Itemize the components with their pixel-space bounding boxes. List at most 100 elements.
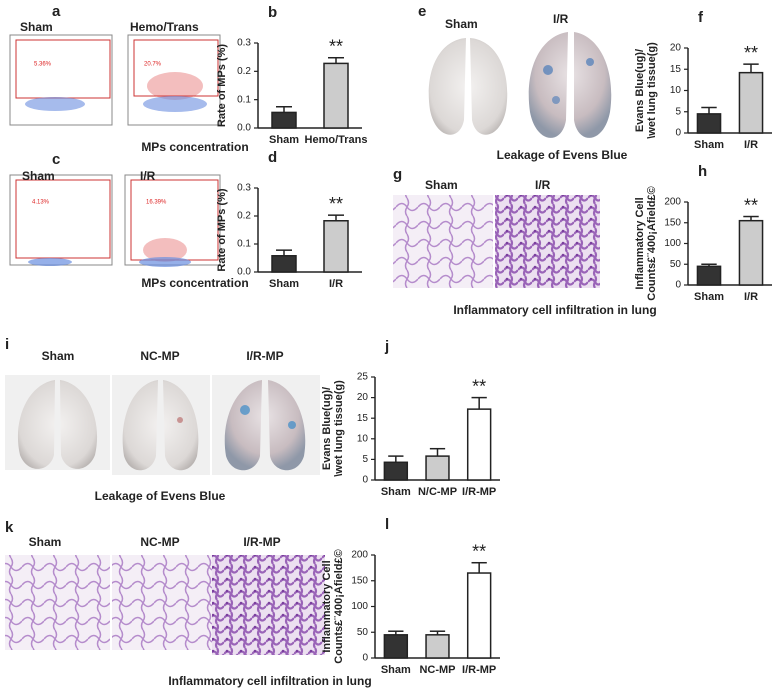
gate-percent: 4.13%	[32, 200, 50, 206]
y-tick-label: 0	[675, 128, 681, 139]
significance-mark: **	[744, 195, 758, 215]
y-tick-label: 25	[357, 372, 369, 383]
panel-label: Hemo/Trans	[130, 20, 199, 34]
panel-letter: h	[698, 163, 707, 180]
panel-label: Sham	[20, 20, 53, 34]
x-tick-label: Hemo/Trans	[305, 134, 368, 146]
y-axis-label: Evans Blue(ug)/	[321, 387, 333, 470]
panel-label: NC-MP	[140, 535, 179, 549]
x-tick-label: Sham	[269, 278, 299, 290]
y-axis-label: Inflammatory Cell	[634, 197, 646, 289]
caption: MPs concentration	[141, 140, 248, 154]
y-tick-label: 0.3	[237, 183, 251, 194]
bar	[466, 408, 492, 481]
panel-label: I/R	[553, 12, 569, 26]
bar	[738, 219, 764, 286]
bar	[425, 455, 450, 481]
y-tick-label: 5	[675, 106, 681, 117]
y-tick-label: 20	[357, 392, 369, 403]
caption: MPs concentration	[141, 276, 248, 290]
images	[5, 25, 620, 655]
x-tick-label: Sham	[694, 291, 724, 303]
y-tick-label: 100	[664, 238, 681, 249]
y-tick-label: 0.1	[237, 94, 251, 105]
x-tick-label: I/R	[744, 291, 758, 303]
x-tick-label: Sham	[269, 134, 299, 146]
y-tick-label: 200	[351, 550, 368, 561]
y-tick-label: 50	[357, 627, 369, 638]
bar	[271, 255, 297, 273]
panel-letter: b	[268, 4, 277, 21]
panel-label: I/R	[535, 178, 551, 192]
bar	[383, 461, 409, 481]
panel-label: I/R	[140, 169, 156, 183]
x-tick-label: I/R-MP	[462, 486, 496, 498]
panel-label: NC-MP	[140, 349, 179, 363]
y-axis-label: Counts£¨400¡Afield£©	[646, 186, 658, 300]
bar	[323, 62, 349, 129]
y-tick-label: 150	[664, 217, 681, 228]
y-axis-label: Rate of MPs (%)	[216, 188, 228, 271]
caption: Inflammatory cell infiltration in lung	[168, 674, 371, 688]
y-tick-label: 0.3	[237, 38, 251, 49]
y-tick-label: 200	[664, 197, 681, 208]
panel-letter: k	[5, 519, 14, 536]
panel-letter: j	[384, 338, 389, 355]
y-axis-label: \wet lung tissue(g)	[646, 42, 658, 139]
bar	[738, 71, 764, 134]
x-tick-label: Sham	[694, 139, 724, 151]
y-axis-label: Counts£¨400¡Afield£©	[333, 549, 345, 663]
panel-label: Sham	[29, 535, 62, 549]
panel-letter: f	[698, 9, 704, 26]
panel-letter: c	[52, 151, 60, 168]
y-tick-label: 0.2	[237, 66, 251, 77]
y-tick-label: 15	[357, 413, 369, 424]
panel-label: I/R-MP	[246, 349, 283, 363]
y-axis-label: Evans Blue(ug)/	[634, 49, 646, 132]
panel-letter: i	[5, 336, 9, 353]
significance-mark: **	[329, 194, 343, 214]
panel-label: Sham	[42, 349, 75, 363]
bar	[271, 111, 297, 129]
x-tick-label: I/R	[329, 278, 343, 290]
significance-mark: **	[472, 376, 486, 396]
y-axis-label: Inflammatory Cell	[321, 560, 333, 652]
gate-percent: 20.7%	[144, 62, 162, 68]
y-axis-label: Rate of MPs (%)	[216, 44, 228, 127]
panel-label: Sham	[22, 169, 55, 183]
significance-mark: **	[472, 541, 486, 561]
panel-letter: g	[393, 166, 402, 183]
y-tick-label: 150	[351, 575, 368, 586]
significance-mark: **	[744, 43, 758, 63]
y-tick-label: 20	[670, 43, 682, 54]
y-axis-label: \wet lung tissue(g)	[333, 380, 345, 477]
caption: Leakage of Evens Blue	[497, 148, 628, 162]
panel-letter: d	[268, 149, 277, 166]
panel-label: Sham	[425, 178, 458, 192]
panel-letter: e	[418, 3, 426, 20]
bar	[425, 634, 450, 659]
y-tick-label: 50	[670, 259, 682, 270]
bar	[323, 220, 349, 273]
y-tick-label: 0.0	[237, 123, 251, 134]
panel-letter: l	[385, 516, 389, 533]
bar	[696, 265, 722, 286]
panel-label: I/R-MP	[243, 535, 280, 549]
caption: Leakage of Evens Blue	[95, 489, 226, 503]
x-tick-label: I/R-MP	[462, 664, 496, 676]
y-tick-label: 10	[357, 433, 369, 444]
bar	[383, 634, 409, 659]
y-tick-label: 15	[670, 64, 682, 75]
y-tick-label: 0.2	[237, 211, 251, 222]
panel-label: Sham	[445, 17, 478, 31]
y-tick-label: 10	[670, 85, 682, 96]
x-tick-label: Sham	[381, 486, 411, 498]
y-tick-label: 0.1	[237, 239, 251, 250]
y-tick-label: 0.0	[237, 267, 251, 278]
x-tick-label: N/C-MP	[418, 486, 457, 498]
panel-letter: a	[52, 3, 61, 20]
x-tick-label: NC-MP	[419, 664, 455, 676]
y-tick-label: 0	[362, 653, 368, 664]
y-tick-label: 0	[362, 475, 368, 486]
